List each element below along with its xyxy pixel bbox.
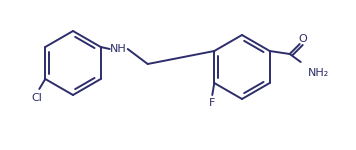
Text: O: O [298, 34, 307, 44]
Text: Cl: Cl [32, 93, 43, 103]
Text: NH: NH [110, 44, 127, 54]
Text: NH₂: NH₂ [308, 68, 329, 78]
Text: F: F [209, 98, 215, 108]
